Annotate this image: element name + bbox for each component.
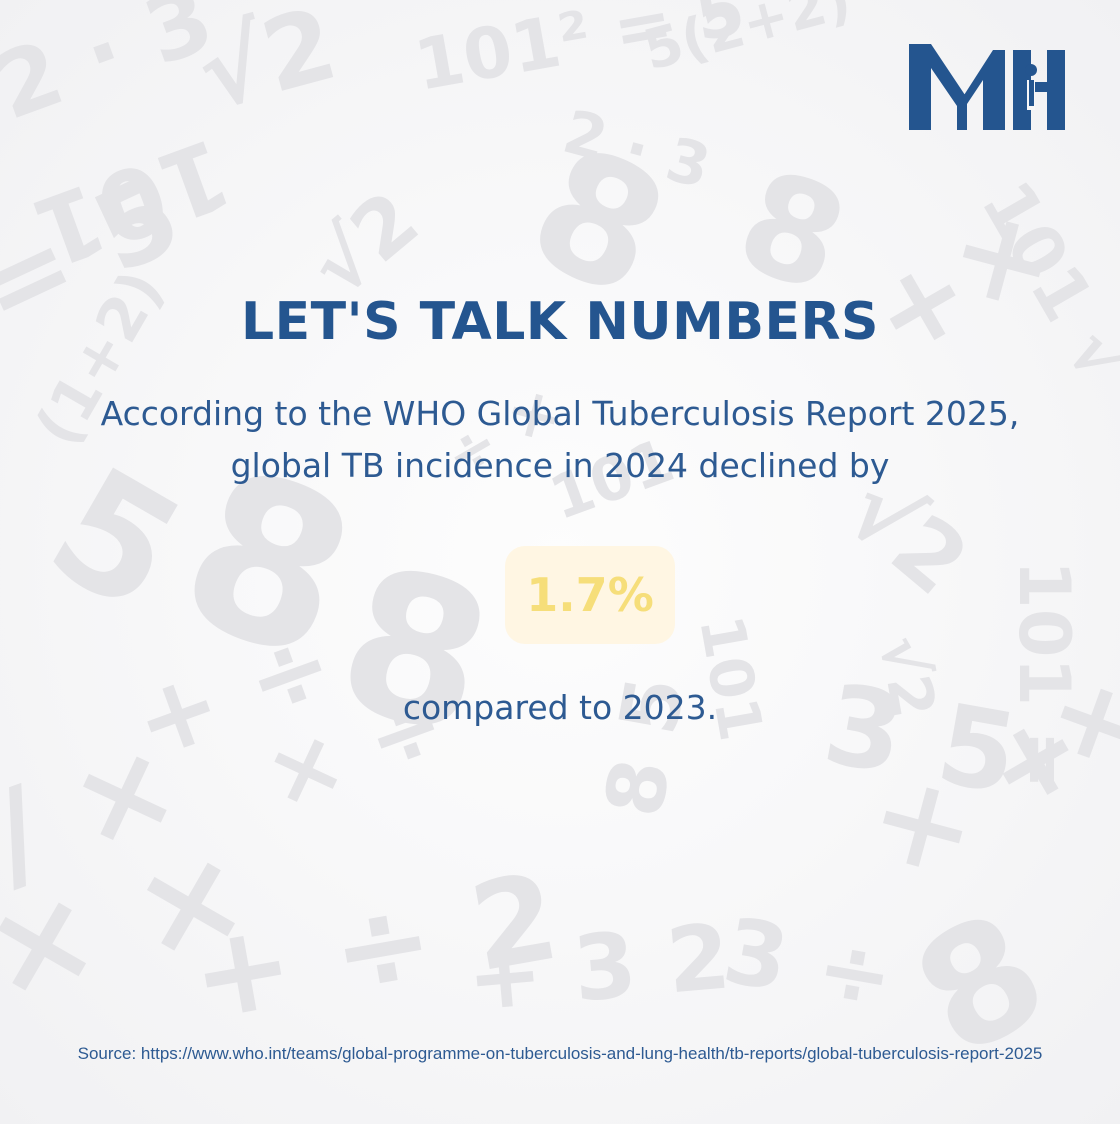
stat-highlight-box: 1.7% [505, 546, 675, 644]
stat-value: 1.7% [526, 568, 654, 622]
svg-text:√2: √2 [186, 0, 348, 133]
comparison-text: compared to 2023. [402, 688, 718, 727]
svg-text:√2: √2 [865, 630, 948, 723]
headline: LET'S TALK NUMBERS [241, 292, 879, 352]
svg-text:3 ÷: 3 ÷ [716, 898, 901, 1031]
svg-text:5(2+2): 5(2+2) [637, 0, 858, 83]
mh-logo: MH [905, 40, 1070, 132]
svg-text:+ 3 2: + 3 2 [463, 904, 734, 1032]
source-citation: Source: https://www.who.int/teams/global… [77, 1044, 1043, 1063]
svg-text:101 =: 101 = [1003, 560, 1085, 789]
mh-logo-graphic [909, 44, 1065, 130]
intro-text: According to the WHO Global Tuberculosis… [100, 394, 1020, 485]
